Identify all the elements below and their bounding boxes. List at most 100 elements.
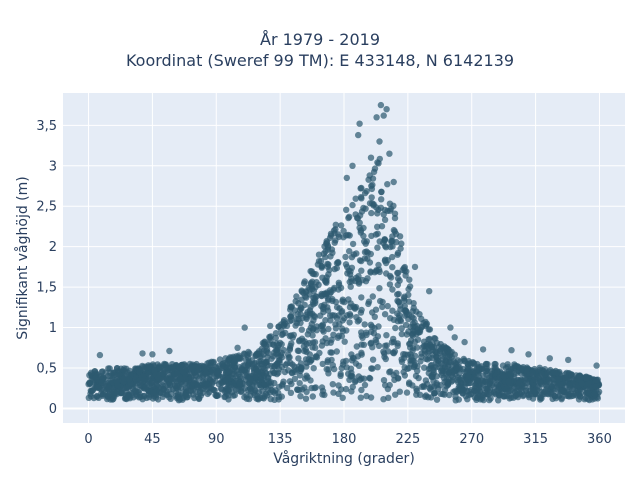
- data-point: [308, 310, 316, 317]
- data-point: [319, 305, 327, 312]
- data-point: [184, 387, 192, 394]
- data-point: [452, 397, 459, 404]
- data-point: [355, 131, 362, 139]
- data-point: [375, 342, 383, 349]
- data-point: [513, 369, 521, 376]
- data-point: [306, 358, 314, 365]
- data-point: [287, 389, 295, 396]
- data-point: [405, 328, 412, 335]
- data-point: [346, 213, 353, 220]
- data-point: [499, 362, 507, 369]
- data-point: [488, 368, 495, 375]
- y-tick-label: 0,5: [36, 362, 57, 377]
- data-point: [348, 388, 355, 395]
- data-point: [494, 387, 501, 394]
- data-point: [386, 207, 394, 214]
- data-point: [286, 332, 294, 340]
- data-point: [275, 396, 282, 403]
- data-point: [349, 201, 356, 209]
- data-point: [201, 365, 209, 372]
- y-tick-label: 1,5: [36, 281, 57, 296]
- data-point: [452, 359, 459, 367]
- data-point: [360, 204, 367, 212]
- data-point: [567, 393, 575, 400]
- data-point: [337, 370, 344, 378]
- data-point: [461, 338, 468, 346]
- data-point: [150, 389, 157, 396]
- data-point: [325, 261, 332, 268]
- data-point: [381, 311, 389, 318]
- data-point: [190, 376, 198, 384]
- data-point: [288, 303, 295, 310]
- data-point: [194, 363, 202, 371]
- data-point: [303, 372, 310, 379]
- data-point: [400, 295, 408, 302]
- data-point: [406, 379, 413, 386]
- data-point: [323, 339, 331, 347]
- data-point: [255, 350, 263, 358]
- data-point: [396, 277, 403, 284]
- data-point: [506, 395, 513, 402]
- data-point: [521, 383, 528, 390]
- data-point: [280, 318, 287, 326]
- data-point: [387, 315, 394, 322]
- data-point: [293, 319, 300, 327]
- data-point: [434, 354, 441, 361]
- data-point: [429, 346, 436, 353]
- data-point: [425, 369, 432, 377]
- data-point: [298, 335, 306, 342]
- data-point: [398, 240, 405, 247]
- data-point: [160, 386, 167, 393]
- data-point: [360, 232, 367, 240]
- data-point: [383, 332, 390, 339]
- data-point: [421, 350, 428, 357]
- data-point: [349, 162, 356, 169]
- data-point: [348, 254, 356, 261]
- data-point: [471, 382, 479, 389]
- data-point: [338, 222, 345, 229]
- data-point: [383, 106, 390, 113]
- chart-title-coordinates: Koordinat (Sweref 99 TM): E 433148, N 61…: [125, 51, 515, 70]
- chart-title-years: År 1979 - 2019: [260, 30, 380, 49]
- x-tick-label: 315: [523, 432, 548, 447]
- data-point: [297, 311, 304, 318]
- data-point: [307, 377, 314, 384]
- data-point: [396, 388, 403, 395]
- data-point: [94, 384, 102, 391]
- data-point: [549, 395, 556, 403]
- data-point: [265, 378, 272, 385]
- data-point: [319, 360, 326, 368]
- data-point: [205, 384, 212, 391]
- data-point: [322, 253, 329, 261]
- data-point: [389, 307, 396, 314]
- data-point: [319, 387, 327, 395]
- data-point: [372, 336, 379, 343]
- data-point: [166, 347, 173, 355]
- data-point: [358, 267, 365, 274]
- data-point: [231, 363, 239, 371]
- data-point: [363, 392, 370, 400]
- data-point: [382, 382, 389, 389]
- data-point: [373, 114, 380, 121]
- data-point: [374, 223, 381, 230]
- data-point: [278, 382, 286, 389]
- data-point: [357, 309, 365, 316]
- data-point: [395, 299, 402, 306]
- data-point: [153, 381, 160, 388]
- data-point: [352, 360, 360, 367]
- data-point: [271, 369, 278, 377]
- data-point: [387, 243, 394, 251]
- data-point: [322, 248, 329, 255]
- data-point: [417, 358, 424, 365]
- data-point: [303, 348, 310, 355]
- data-point: [376, 155, 383, 163]
- data-point: [275, 341, 282, 349]
- data-point: [409, 332, 417, 339]
- data-point: [335, 390, 342, 397]
- data-point: [437, 382, 444, 389]
- data-point: [164, 364, 171, 372]
- data-point: [352, 303, 360, 311]
- data-point: [263, 346, 271, 353]
- data-point: [349, 373, 356, 380]
- data-point: [366, 172, 373, 179]
